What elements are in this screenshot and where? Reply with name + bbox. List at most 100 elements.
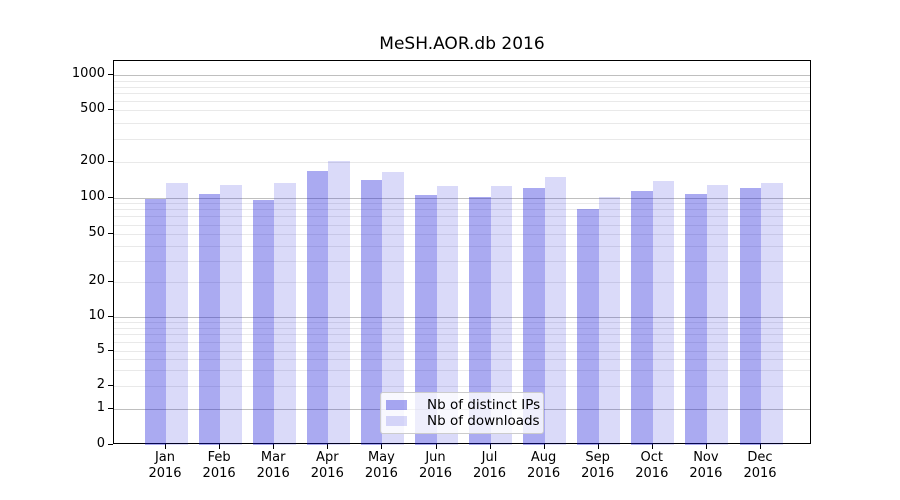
gridline-minor (114, 216, 810, 218)
y-tick (108, 109, 113, 111)
bar-downloads-feb (220, 185, 242, 445)
x-tick (381, 444, 383, 449)
gridline-major (114, 317, 810, 318)
x-tick (435, 444, 437, 449)
y-tick-label: 5 (96, 341, 105, 357)
gridline-major (114, 197, 810, 199)
gridline-minor (114, 386, 810, 387)
x-tick (219, 444, 221, 449)
bar-distinct-ips-aug (523, 187, 545, 445)
gridline-minor (114, 245, 810, 247)
chart-title: MeSH.AOR.db 2016 (379, 34, 545, 54)
x-tick-label-dec: Dec 2016 (743, 450, 777, 481)
y-tick (108, 408, 113, 409)
gridline-minor (114, 234, 810, 235)
bar-downloads-mar (274, 182, 296, 445)
x-tick (651, 444, 653, 449)
gridline-minor (114, 139, 810, 140)
gridline-minor (114, 282, 810, 283)
bar-distinct-ips-dec (739, 188, 761, 445)
bar-downloads-sep (598, 196, 621, 445)
gridline-minor (114, 334, 810, 336)
gridline-minor (114, 224, 810, 226)
x-tick (327, 444, 329, 449)
gridline-major (114, 75, 810, 77)
gridline-minor (114, 101, 810, 103)
bar-downloads-aug (544, 176, 567, 445)
gridline-minor (114, 341, 810, 343)
bar-downloads-nov (706, 184, 729, 445)
x-tick (165, 444, 166, 449)
legend: Nb of distinct IPs Nb of downloads (380, 392, 544, 434)
y-tick (108, 233, 113, 234)
x-tick-label-jan: Jan 2016 (148, 450, 182, 481)
x-tick-label-feb: Feb 2016 (202, 450, 236, 481)
gridline-minor (114, 322, 810, 324)
y-tick (108, 444, 113, 445)
gridline-minor (114, 370, 810, 372)
bar-downloads-may (382, 171, 404, 445)
bar-distinct-ips-jun (415, 194, 437, 445)
gridline-minor (114, 86, 810, 88)
x-tick (489, 444, 491, 449)
bar-downloads-apr (328, 160, 350, 445)
y-tick-label: 1000 (71, 66, 105, 82)
bar-distinct-ips-may (360, 180, 383, 445)
x-tick (760, 444, 761, 449)
y-tick-label: 1 (96, 400, 105, 415)
gridline-minor (114, 110, 810, 112)
bar-distinct-ips-jul (469, 197, 491, 445)
legend-entry-distinct-ips: Nb of distinct IPs (386, 397, 540, 413)
bar-distinct-ips-sep (577, 208, 599, 445)
gridline-minor (114, 350, 810, 352)
y-tick-label: 0 (96, 436, 105, 451)
y-tick-label: 50 (88, 225, 105, 240)
x-tick-label-nov: Nov 2016 (689, 450, 723, 481)
y-tick (108, 74, 113, 76)
y-tick-label: 200 (80, 152, 105, 168)
y-tick-label: 500 (80, 101, 105, 117)
gridline-minor (114, 122, 810, 124)
x-tick-label-may: May 2016 (364, 450, 398, 481)
x-tick-label-apr: Apr 2016 (310, 450, 344, 481)
y-tick-label: 2 (96, 377, 105, 392)
y-tick (108, 196, 113, 198)
gridline-minor (114, 203, 810, 205)
x-tick-label-aug: Aug 2016 (527, 450, 561, 481)
gridline-minor (114, 161, 810, 163)
gridline-minor (114, 327, 810, 329)
legend-swatch-distinct-ips-icon (386, 400, 407, 410)
x-tick-label-jun: Jun 2016 (418, 450, 453, 481)
gridline-minor (114, 209, 810, 211)
legend-entry-downloads: Nb of downloads (386, 413, 540, 429)
y-tick-label: 100 (80, 188, 105, 204)
y-tick (108, 160, 113, 162)
x-tick-label-sep: Sep 2016 (581, 450, 615, 481)
x-tick (543, 444, 545, 449)
bar-distinct-ips-oct (631, 191, 653, 445)
bar-downloads-jul (490, 186, 512, 445)
x-tick (705, 444, 707, 449)
x-tick-label-oct: Oct 2016 (635, 450, 669, 481)
y-tick (108, 316, 113, 317)
legend-swatch-downloads-icon (386, 416, 407, 426)
bar-downloads-oct (652, 180, 675, 445)
x-tick-label-jul: Jul 2016 (472, 450, 507, 481)
bar-downloads-dec (761, 182, 783, 445)
x-tick (597, 444, 599, 449)
y-tick-label: 20 (88, 273, 105, 288)
y-tick-label: 10 (88, 308, 105, 323)
gridline-minor (114, 80, 810, 82)
plot-area: Nb of distinct IPs Nb of downloads (113, 60, 811, 445)
bar-distinct-ips-apr (306, 170, 329, 445)
bar-distinct-ips-mar (252, 199, 275, 445)
gridline-minor (114, 260, 810, 262)
bar-distinct-ips-feb (198, 194, 221, 445)
bar-downloads-jan (166, 183, 188, 445)
x-tick-label-mar: Mar 2016 (256, 450, 290, 481)
gridline-minor (114, 359, 810, 361)
y-tick (108, 281, 113, 282)
legend-label-downloads: Nb of downloads (427, 413, 540, 429)
legend-label-distinct-ips: Nb of distinct IPs (427, 397, 541, 413)
